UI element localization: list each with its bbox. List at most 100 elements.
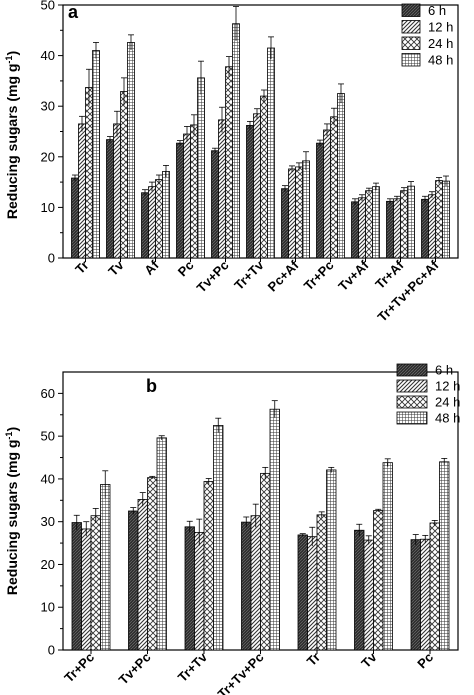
bar (78, 123, 86, 259)
bar (128, 510, 139, 651)
bar (194, 531, 205, 651)
bar (297, 534, 308, 651)
bar (326, 469, 337, 651)
bar (365, 190, 373, 259)
bar (307, 536, 318, 651)
bar (363, 539, 374, 651)
bar (147, 477, 158, 651)
bar (429, 522, 440, 651)
legend-swatch (401, 53, 421, 67)
x-tick-label: Tv (358, 649, 380, 671)
legend: 6 h12 h24 h48 h (401, 3, 453, 68)
bar (137, 499, 148, 651)
legend-label: 6 h (428, 3, 446, 18)
bar (225, 66, 233, 259)
bar (120, 91, 128, 259)
legend-swatch (401, 3, 421, 17)
bar (218, 119, 226, 259)
x-tick-label: Tr+Pc (301, 258, 337, 294)
legend: 6 h12 h24 h48 h (396, 363, 460, 426)
panel-a-ylabel: Reducing sugars (mg g-1) (4, 51, 20, 219)
bar (141, 192, 149, 259)
bar (246, 125, 254, 259)
bar (407, 185, 415, 259)
bar (351, 201, 359, 259)
bar (358, 197, 366, 259)
x-tick-label: Tr+Tv (175, 649, 211, 685)
x-tick-label: Pc (175, 258, 197, 280)
legend-swatch (396, 379, 428, 393)
panel-b-ylabel: Reducing sugars (mg g-1) (4, 427, 20, 595)
x-tick-label: Af (141, 257, 162, 278)
panel-b-label: b (146, 376, 157, 396)
panel-b-chart: 0 10 20 30 40 50 60 Tr+Pc Tv+Pc Tr+Tv Tr+Tv+Pc Tr Tv… (41, 363, 461, 695)
bar (184, 526, 195, 651)
legend-swatch (396, 411, 428, 425)
bar (232, 23, 240, 259)
y-tick-label: 10 (41, 600, 55, 615)
bar (90, 515, 101, 651)
bar (85, 87, 93, 259)
y-tick-label: 0 (48, 251, 55, 266)
bar (127, 42, 135, 259)
bar (250, 515, 261, 651)
legend-label: 48 h (428, 53, 453, 68)
legend-swatch (396, 363, 428, 377)
bar (410, 539, 421, 651)
bar (213, 425, 224, 651)
bar (442, 180, 450, 259)
bar (71, 522, 82, 651)
bar (81, 528, 92, 651)
bar (155, 179, 163, 259)
x-tick-label: Tv (105, 257, 127, 279)
x-tick-label: Pc (414, 650, 436, 672)
bar (420, 538, 431, 651)
legend-label: 12 h (435, 379, 460, 394)
x-tick-label: Tv+Pc (116, 650, 154, 688)
bar (435, 180, 443, 259)
y-tick-label: 50 (41, 0, 55, 13)
bar (316, 514, 327, 651)
bar (260, 95, 268, 259)
bar (288, 168, 296, 259)
y-tick-label: 0 (48, 643, 55, 658)
bar (176, 142, 184, 259)
bar (156, 437, 167, 651)
bar (330, 116, 338, 259)
bar (260, 472, 271, 651)
y-tick-label: 40 (41, 48, 55, 63)
x-tick-label: Tr+Tv+Pc (215, 650, 267, 695)
bar (439, 461, 450, 651)
y-tick-label: 60 (41, 386, 55, 401)
bar (211, 150, 219, 259)
bar (295, 166, 303, 259)
bar (162, 171, 170, 259)
x-tick-label: Tr+Tv (231, 257, 267, 293)
bar (382, 462, 393, 651)
bar (100, 484, 111, 651)
bar (253, 113, 261, 259)
x-tick-label: Pc+Af (265, 257, 302, 294)
bar (71, 177, 79, 259)
y-tick-label: 30 (41, 514, 55, 529)
bar (323, 129, 331, 259)
x-tick-label: Tr (72, 258, 91, 277)
bar (428, 194, 436, 259)
bar (302, 160, 310, 259)
bar (197, 77, 205, 259)
bar (400, 190, 408, 259)
x-tick-label: Tr (304, 650, 323, 669)
bar (190, 124, 198, 259)
bar (183, 133, 191, 259)
legend-label: 24 h (435, 395, 460, 410)
bar (337, 93, 345, 259)
panel-a-label: a (68, 2, 79, 22)
bar (267, 47, 275, 259)
bar (281, 188, 289, 259)
y-tick-label: 20 (41, 149, 55, 164)
bar (421, 198, 429, 259)
y-tick-label: 40 (41, 471, 55, 486)
bar (113, 123, 121, 259)
bar (241, 521, 252, 651)
